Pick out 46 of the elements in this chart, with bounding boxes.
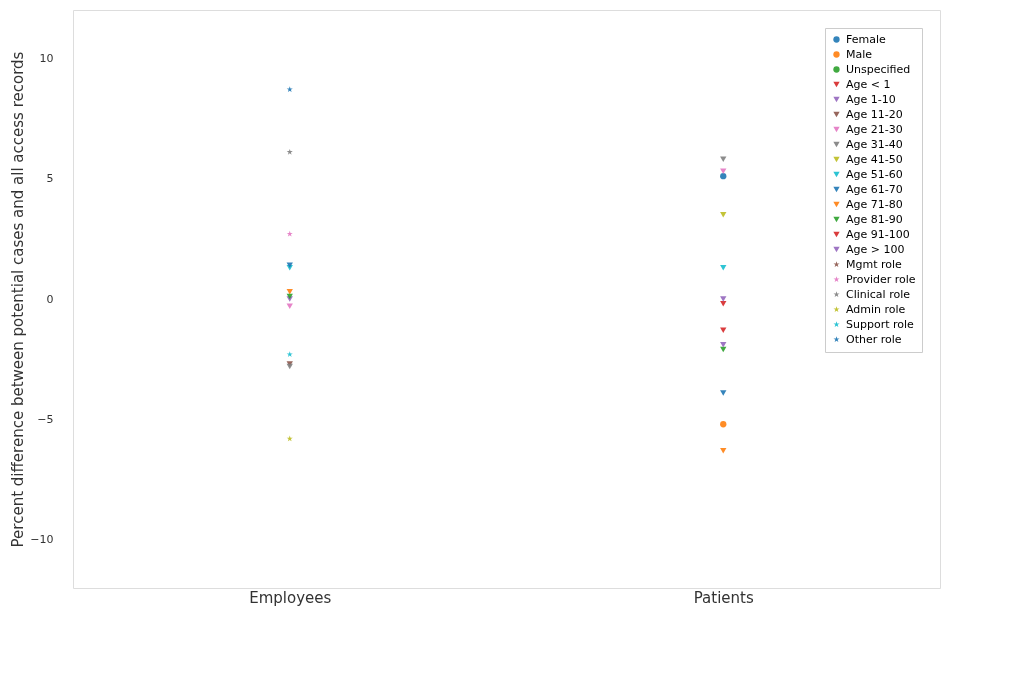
y-tick-label: 10	[39, 51, 54, 65]
point	[286, 148, 293, 155]
legend-label: Female	[846, 32, 887, 46]
legend-label: Other role	[846, 332, 902, 346]
legend-label: Age 1-10	[846, 92, 896, 106]
point	[720, 296, 727, 302]
legend-label: Male	[846, 47, 873, 61]
legend-label: Admin role	[846, 302, 906, 316]
point	[720, 346, 727, 353]
legend-label: Age > 100	[846, 242, 905, 256]
legend-label: Support role	[846, 317, 915, 331]
y-tick-label: −10	[30, 533, 54, 547]
point	[286, 289, 293, 295]
x-tick-label: Employees	[249, 588, 332, 607]
point	[720, 390, 727, 396]
y-axis-title: Percent difference between potential cases and all access records	[9, 51, 28, 548]
y-tick-label: 0	[46, 292, 54, 306]
point	[720, 301, 727, 307]
legend-label: Age 71-80	[846, 197, 903, 211]
legend-label: Mgmt role	[846, 257, 903, 271]
y-tick-label: 5	[46, 172, 54, 186]
legend-label: Age 11-20	[846, 107, 903, 121]
legend-label: Age 81-90	[846, 212, 903, 226]
legend-label: Age 31-40	[846, 137, 903, 151]
legend-label: Age 41-50	[846, 152, 903, 166]
legend-label: Provider role	[846, 272, 916, 286]
point	[720, 447, 727, 454]
legend-label: Age 51-60	[846, 167, 903, 181]
legend-label: Age 21-30	[846, 122, 903, 136]
point	[286, 351, 293, 357]
point	[720, 264, 727, 271]
legend-label: Clinical role	[846, 287, 911, 301]
legend-label: Age 61-70	[846, 182, 903, 196]
legend-label: Age < 1	[846, 77, 891, 91]
point	[286, 435, 293, 442]
legend-label: Unspecified	[846, 62, 911, 76]
point	[720, 421, 727, 428]
point	[720, 342, 727, 348]
point	[720, 211, 727, 218]
point	[286, 230, 293, 237]
y-tick-label: −5	[37, 412, 54, 426]
point	[720, 173, 727, 180]
x-tick-label: Patients	[693, 588, 754, 607]
point	[286, 86, 293, 93]
point	[286, 303, 293, 309]
legend-label: Age 91-100	[846, 227, 910, 241]
